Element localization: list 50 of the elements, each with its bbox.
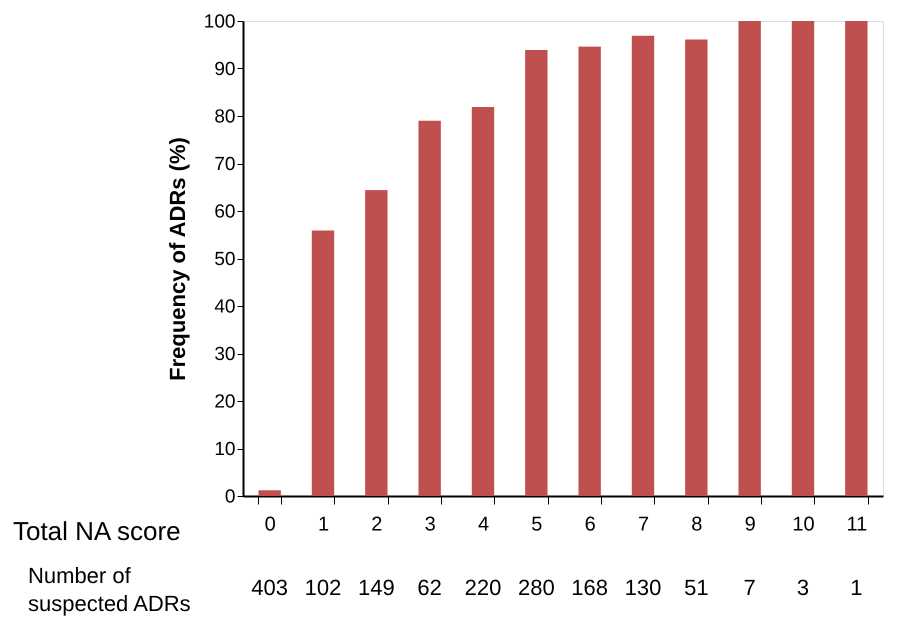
- x-tick-label: 7: [638, 514, 650, 536]
- x-tick-label: 5: [531, 514, 542, 536]
- bar: [525, 50, 548, 496]
- text: 7: [744, 575, 756, 600]
- bar: [792, 21, 814, 496]
- y-tick-label: 20: [214, 392, 236, 412]
- bar: [632, 36, 654, 496]
- x-tick-label: 0: [264, 514, 276, 536]
- y-tick-label: 100: [204, 12, 236, 32]
- bar: [685, 40, 708, 496]
- text: 280: [518, 575, 555, 600]
- y-axis-title: Frequency of ADRs (%): [164, 137, 190, 381]
- bar: [365, 190, 388, 496]
- y-tick-label: 80: [214, 106, 236, 128]
- x-tick-label: 2: [371, 514, 382, 536]
- y-tick-label: 40: [214, 296, 236, 318]
- x-tick-label: 8: [691, 514, 702, 536]
- bar: [472, 106, 494, 496]
- y-tick-label: 50: [214, 249, 236, 270]
- x-tick-label: 6: [584, 514, 596, 536]
- bar: [418, 120, 441, 496]
- x-tick-label: 9: [744, 514, 756, 536]
- x-axis-title: Total NA score: [13, 516, 181, 546]
- text: 3: [796, 575, 810, 600]
- bar: [738, 21, 761, 496]
- bar: [258, 490, 281, 496]
- y-tick-label: 10: [214, 439, 236, 460]
- x-tick-label: 10: [792, 514, 815, 536]
- bar: [312, 230, 334, 496]
- bar: [578, 46, 601, 496]
- x-tick-label: 4: [478, 514, 490, 536]
- text: 220: [464, 575, 502, 600]
- text: 149: [358, 575, 395, 600]
- x-tick-label: 1: [318, 514, 330, 536]
- y-tick-label: 70: [214, 154, 236, 175]
- text: 62: [417, 575, 442, 600]
- text: 130: [624, 575, 662, 600]
- y-tick-label: 30: [214, 344, 236, 365]
- text: 403: [251, 575, 288, 600]
- y-tick-label: 60: [214, 202, 236, 222]
- text: 1: [850, 575, 862, 600]
- text: 168: [571, 575, 608, 600]
- text: Number of suspected ADRs: [28, 563, 191, 616]
- text: 102: [304, 575, 342, 600]
- y-tick-label: 0: [224, 486, 236, 508]
- y-tick-label: 90: [214, 59, 236, 80]
- x-tick-label: 3: [424, 514, 436, 536]
- x-tick-label: 11: [846, 514, 868, 536]
- bar: [845, 21, 868, 496]
- text: 51: [684, 575, 709, 600]
